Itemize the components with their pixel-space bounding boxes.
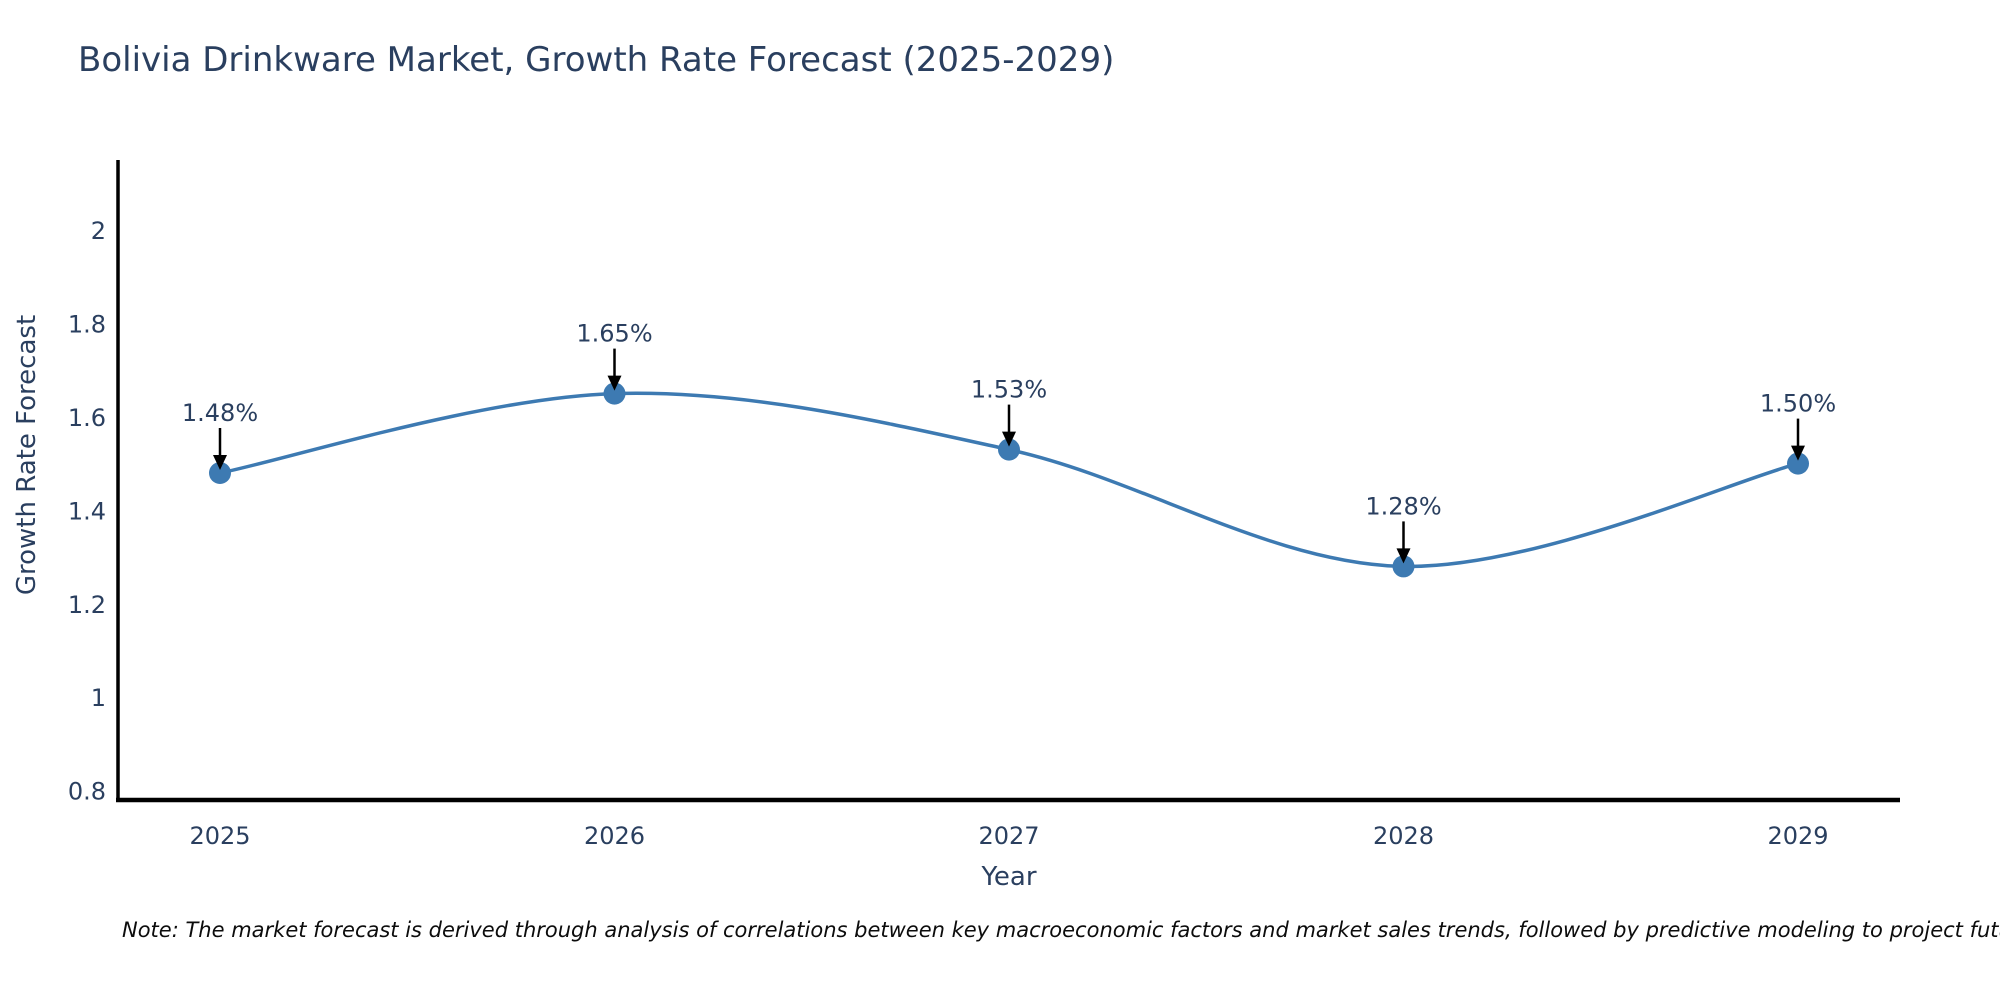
data-point-label: 1.48% <box>182 399 258 427</box>
y-tick-label: 0.8 <box>68 778 106 806</box>
data-point-marker <box>1787 452 1809 475</box>
annotation-arrowhead-icon <box>1791 445 1805 461</box>
x-tick-label: 2027 <box>978 822 1039 850</box>
y-tick-label: 1.4 <box>68 497 106 525</box>
data-point-label: 1.65% <box>576 320 652 348</box>
y-tick-label: 2 <box>91 217 106 245</box>
y-tick-label: 1.6 <box>68 404 106 432</box>
y-tick-label: 1.8 <box>68 311 106 339</box>
chart-title: Bolivia Drinkware Market, Growth Rate Fo… <box>78 40 1115 80</box>
x-tick-label: 2025 <box>189 822 250 850</box>
annotation-arrowhead-icon <box>1002 431 1016 447</box>
x-tick-label: 2026 <box>584 822 645 850</box>
y-tick-label: 1.2 <box>68 591 106 619</box>
x-axis-title: Year <box>981 862 1037 892</box>
data-point-marker <box>1392 555 1415 578</box>
data-point-marker <box>209 462 231 484</box>
y-tick-label: 1 <box>91 684 106 712</box>
data-point-marker <box>603 382 626 405</box>
annotation-arrowhead-icon <box>1396 548 1411 564</box>
annotation-arrowhead-icon <box>213 455 227 470</box>
data-point-label: 1.28% <box>1365 492 1441 520</box>
x-tick-label: 2028 <box>1373 822 1434 850</box>
annotation-arrowhead-icon <box>607 375 622 391</box>
data-point-marker <box>998 438 1020 461</box>
x-tick-label: 2029 <box>1767 822 1828 850</box>
footnote: Note: The market forecast is derived thr… <box>122 918 2000 942</box>
data-point-label: 1.50% <box>1760 390 1836 418</box>
data-point-label: 1.53% <box>971 376 1047 404</box>
